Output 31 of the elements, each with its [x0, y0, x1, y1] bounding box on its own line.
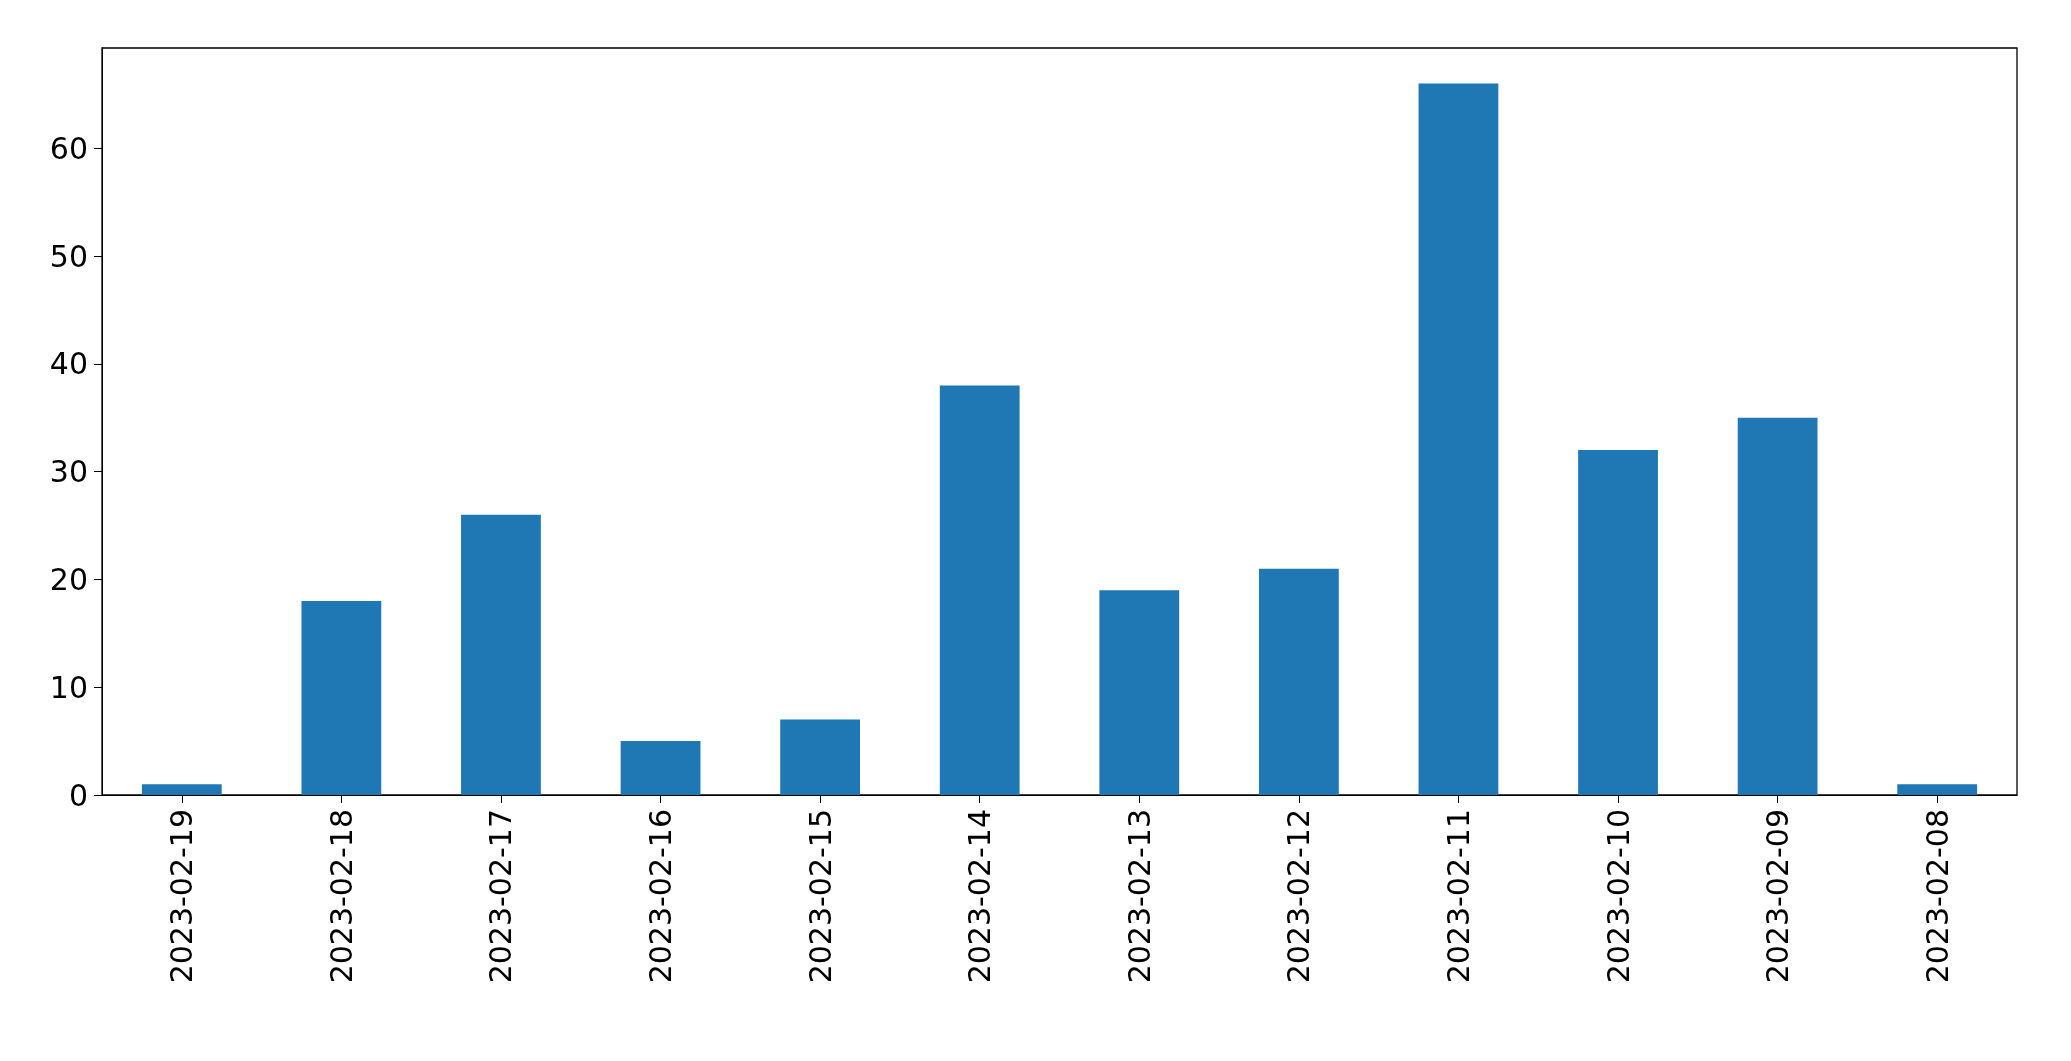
bar — [1897, 784, 1978, 795]
x-tick-label: 2023-02-14 — [962, 809, 998, 984]
bar — [1578, 450, 1658, 795]
bar — [939, 385, 1020, 795]
x-tick-label: 2023-02-12 — [1281, 809, 1317, 984]
y-tick-label: 50 — [49, 238, 88, 274]
x-tick-label: 2023-02-11 — [1440, 809, 1476, 984]
y-tick-label: 40 — [49, 346, 88, 382]
bar — [1099, 590, 1180, 795]
bar — [620, 741, 701, 795]
x-tick-label: 2023-02-09 — [1760, 809, 1796, 984]
bar — [141, 784, 222, 795]
bar — [301, 600, 382, 795]
bar — [1418, 83, 1499, 795]
bar — [1737, 417, 1818, 795]
y-tick-label: 10 — [49, 669, 88, 705]
x-tick-label: 2023-02-16 — [643, 809, 679, 984]
x-tick-label: 2023-02-17 — [483, 809, 519, 984]
y-tick-label: 60 — [49, 130, 88, 166]
x-tick-label: 2023-02-18 — [323, 809, 359, 984]
x-tick-label: 2023-02-08 — [1919, 809, 1955, 984]
x-tick-label: 2023-02-15 — [802, 809, 838, 984]
x-tick-label: 2023-02-19 — [164, 809, 200, 984]
x-tick-label: 2023-02-10 — [1600, 809, 1636, 984]
y-tick-label: 0 — [68, 777, 88, 813]
bar — [461, 514, 541, 795]
x-tick-label: 2023-02-13 — [1121, 809, 1157, 984]
y-tick-label: 30 — [49, 454, 88, 490]
y-tick-label: 20 — [49, 561, 88, 597]
bar — [1258, 568, 1339, 795]
bar — [780, 719, 861, 795]
